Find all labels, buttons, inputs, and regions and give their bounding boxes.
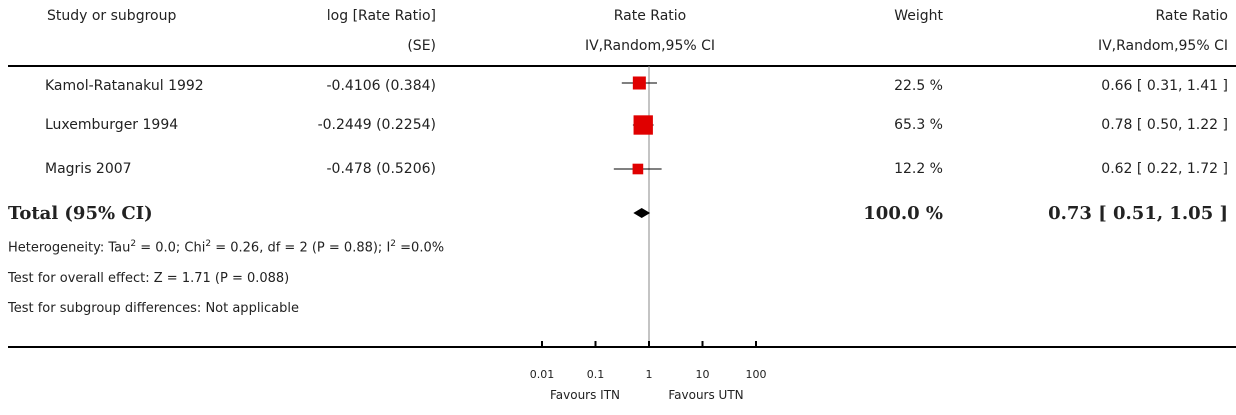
header-rr2-line2: IV,Random,95% CI xyxy=(1097,38,1228,54)
header-log-line2: (SE) xyxy=(407,38,436,54)
subgroup-text: Test for subgroup differences: Not appli… xyxy=(8,301,300,316)
study-name: Luxemburger 1994 xyxy=(45,117,179,133)
study-weight: 22.5 % xyxy=(894,78,943,94)
header-rr-line2: IV,Random,95% CI xyxy=(584,38,716,54)
total-label: Total (95% CI) xyxy=(8,203,153,224)
total-weight: 100.0 % xyxy=(863,203,943,224)
study-log-se: -0.2449 (0.2254) xyxy=(317,117,436,133)
study-ci: 0.62 [ 0.22, 1.72 ] xyxy=(1101,161,1228,177)
study-marker xyxy=(633,115,653,135)
total-ci: 0.73 [ 0.51, 1.05 ] xyxy=(1048,203,1228,224)
study-marker xyxy=(632,76,646,90)
favours-right-label: Favours UTN xyxy=(668,388,744,402)
axis-tick-label: 0.01 xyxy=(530,368,555,381)
overall-effect-text: Test for overall effect: Z = 1.71 (P = 0… xyxy=(8,271,290,286)
study-ci: 0.66 [ 0.31, 1.41 ] xyxy=(1101,78,1228,94)
header-log-line1: log [Rate Ratio] xyxy=(326,8,436,24)
header-divider xyxy=(8,65,1236,67)
study-name: Magris 2007 xyxy=(45,161,132,177)
study-log-se: -0.478 (0.5206) xyxy=(326,161,437,177)
axis-tick-label: 1 xyxy=(646,368,653,381)
heterogeneity-text: Heterogeneity: Tau2 = 0.0; Chi2 = 0.26, … xyxy=(8,239,445,256)
header-rr2-line1: Rate Ratio xyxy=(1155,8,1229,24)
header-weight: Weight xyxy=(894,8,943,24)
study-marker xyxy=(632,163,644,175)
study-weight: 12.2 % xyxy=(894,161,943,177)
study-weight: 65.3 % xyxy=(894,117,943,133)
header-study: Study or subgroup xyxy=(47,8,177,24)
study-log-se: -0.4106 (0.384) xyxy=(326,78,437,94)
header-rr-line1: Rate Ratio xyxy=(613,8,687,24)
axis-tick-label: 10 xyxy=(696,368,710,381)
study-name: Kamol-Ratanakul 1992 xyxy=(45,78,204,94)
pooled-diamond xyxy=(633,208,651,218)
axis-tick-label: 0.1 xyxy=(587,368,605,381)
study-ci: 0.78 [ 0.50, 1.22 ] xyxy=(1101,117,1228,133)
favours-left-label: Favours ITN xyxy=(549,388,621,402)
footer-divider xyxy=(8,346,1236,348)
axis-tick-label: 100 xyxy=(746,368,767,381)
